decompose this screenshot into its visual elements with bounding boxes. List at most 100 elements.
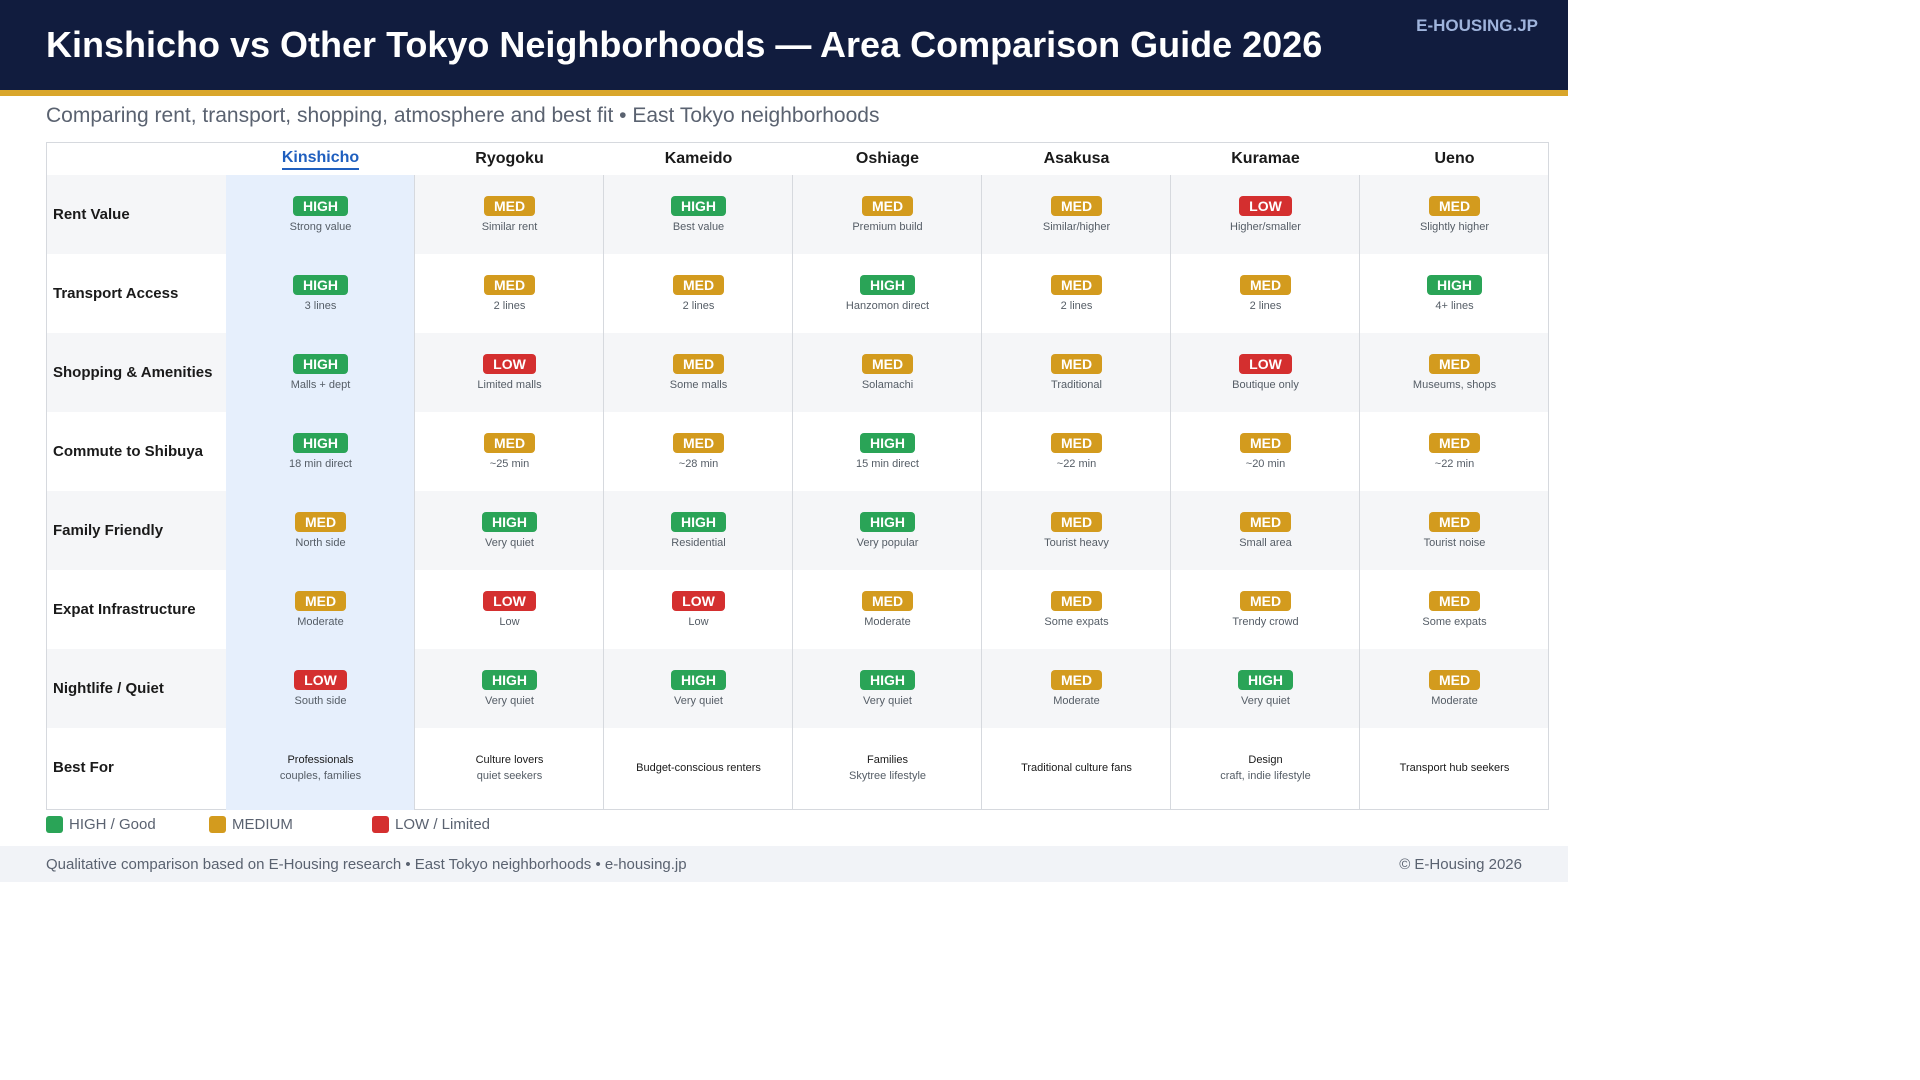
table-cell: LOW Boutique only: [1171, 333, 1360, 412]
table-cell: HIGH Strong value: [226, 175, 415, 254]
rating-badge: MED: [294, 591, 347, 611]
rating-note: Trendy crowd: [1232, 616, 1299, 628]
column-header: Kinshicho: [226, 143, 415, 175]
rating-badge: HIGH: [482, 670, 537, 690]
best-for-cell: Transport hub seekers: [1360, 728, 1549, 807]
rating-note: Small area: [1239, 537, 1292, 549]
table-cell: LOW Low: [604, 570, 793, 649]
column-header-label: Kinshicho: [281, 149, 360, 170]
rating-note: 18 min direct: [289, 458, 352, 470]
rating-note: ~22 min: [1056, 458, 1097, 470]
best-for-cell: Families Skytree lifestyle: [793, 728, 982, 807]
best-for-cell: Design craft, indie lifestyle: [1171, 728, 1360, 807]
rating-note: Solamachi: [861, 379, 914, 391]
rating-badge: HIGH: [293, 433, 348, 453]
rating-note: Moderate: [1431, 695, 1478, 707]
best-for-main: Traditional culture fans: [1021, 761, 1132, 774]
table-cell: MED Trendy crowd: [1171, 570, 1360, 649]
table-cell: MED 2 lines: [1171, 254, 1360, 333]
table-cell: MED Tourist noise: [1360, 491, 1549, 570]
header-bar: Kinshicho vs Other Tokyo Neighborhoods —…: [0, 0, 1568, 90]
rating-note: 2 lines: [1249, 300, 1282, 312]
rating-badge: MED: [861, 354, 914, 374]
legend-label: MEDIUM: [232, 816, 293, 833]
rating-note: ~25 min: [489, 458, 530, 470]
table-cell: HIGH Hanzomon direct: [793, 254, 982, 333]
rating-note: Similar/higher: [1042, 221, 1111, 233]
rating-note: Some expats: [1422, 616, 1487, 628]
rating-badge: MED: [672, 433, 725, 453]
page-title: Kinshicho vs Other Tokyo Neighborhoods —…: [46, 24, 1323, 65]
best-for-main: Design: [1248, 753, 1283, 766]
legend-item-high: HIGH / Good: [46, 816, 156, 833]
rating-note: 4+ lines: [1435, 300, 1474, 312]
rating-note: South side: [294, 695, 347, 707]
table-cell: MED Some expats: [1360, 570, 1549, 649]
row-label: Rent Value: [53, 206, 130, 223]
rating-badge: HIGH: [482, 512, 537, 532]
table-cell: HIGH Very quiet: [604, 649, 793, 728]
rating-note: Moderate: [1053, 695, 1100, 707]
column-header-label: Ueno: [1434, 150, 1475, 167]
rating-badge: MED: [483, 196, 536, 216]
rating-badge: MED: [1428, 196, 1481, 216]
rating-badge: MED: [1239, 512, 1292, 532]
rating-badge: LOW: [1239, 196, 1292, 216]
rating-badge: HIGH: [293, 196, 348, 216]
rating-badge: MED: [1050, 512, 1103, 532]
table-cell: MED Premium build: [793, 175, 982, 254]
rating-badge: HIGH: [671, 512, 726, 532]
table-cell: HIGH 15 min direct: [793, 412, 982, 491]
table-cell: HIGH 3 lines: [226, 254, 415, 333]
row-label: Transport Access: [53, 285, 179, 302]
rating-badge: MED: [1428, 354, 1481, 374]
best-for-cell: Budget-conscious renters: [604, 728, 793, 807]
best-for-main: Culture lovers: [475, 753, 544, 766]
legend-item-low: LOW / Limited: [372, 816, 490, 833]
rating-note: Tourist noise: [1423, 537, 1486, 549]
rating-note: Some expats: [1044, 616, 1109, 628]
legend-item-med: MEDIUM: [209, 816, 293, 833]
best-for-cell: Professionals couples, families: [226, 728, 415, 807]
column-header: Kuramae: [1171, 143, 1360, 175]
rating-badge: MED: [1428, 512, 1481, 532]
rating-note: Low: [499, 616, 520, 628]
rating-note: Best value: [672, 221, 725, 233]
column-header: Asakusa: [982, 143, 1171, 175]
column-header: Ryogoku: [415, 143, 604, 175]
column-divider: [792, 175, 793, 810]
rating-badge: HIGH: [860, 670, 915, 690]
rating-note: Moderate: [297, 616, 344, 628]
rating-note: ~28 min: [678, 458, 719, 470]
rating-badge: MED: [672, 354, 725, 374]
table-cell: MED Solamachi: [793, 333, 982, 412]
table-cell: MED Moderate: [226, 570, 415, 649]
rating-badge: MED: [1239, 433, 1292, 453]
column-header-label: Asakusa: [1043, 150, 1110, 167]
rating-badge: HIGH: [293, 275, 348, 295]
rating-badge: MED: [1428, 591, 1481, 611]
table-cell: MED 2 lines: [604, 254, 793, 333]
header-accent-stripe: [0, 90, 1568, 96]
rating-badge: HIGH: [671, 670, 726, 690]
table-cell: MED ~22 min: [1360, 412, 1549, 491]
rating-badge: HIGH: [860, 433, 915, 453]
rating-note: Traditional: [1051, 379, 1102, 391]
rating-badge: MED: [1239, 591, 1292, 611]
footer: Qualitative comparison based on E-Housin…: [0, 846, 1568, 882]
table-cell: HIGH Malls + dept: [226, 333, 415, 412]
page-subtitle: Comparing rent, transport, shopping, atm…: [46, 104, 880, 127]
footer-copyright: © E-Housing 2026: [1399, 856, 1522, 873]
rating-note: Residential: [671, 537, 726, 549]
best-for-main: Budget-conscious renters: [636, 761, 761, 774]
table-cell: MED Some expats: [982, 570, 1171, 649]
rating-badge: MED: [294, 512, 347, 532]
rating-note: Very quiet: [863, 695, 912, 707]
rating-badge: HIGH: [293, 354, 348, 374]
best-for-sub: Skytree lifestyle: [848, 769, 927, 782]
table-cell: HIGH Best value: [604, 175, 793, 254]
rating-note: Slightly higher: [1419, 221, 1490, 233]
column-header-label: Oshiage: [855, 150, 920, 167]
rating-badge: MED: [483, 433, 536, 453]
legend-swatch: [372, 816, 389, 833]
